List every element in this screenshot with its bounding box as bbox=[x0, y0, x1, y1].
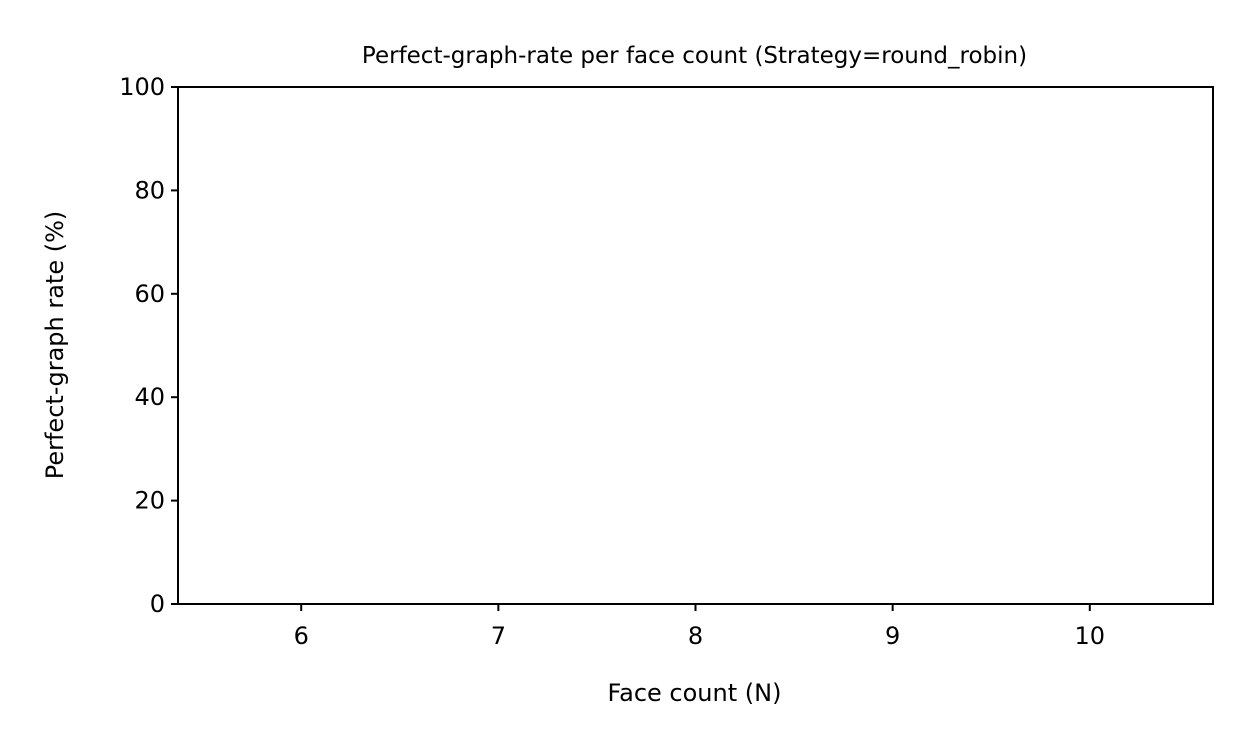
y-tick-label: 40 bbox=[134, 383, 165, 411]
x-axis-label: Face count (N) bbox=[608, 679, 782, 707]
chart-title: Perfect-graph-rate per face count (Strat… bbox=[362, 43, 1027, 69]
y-tick-label: 60 bbox=[134, 280, 165, 308]
y-axis-ticks: 0 20 40 60 80 100 bbox=[119, 73, 178, 618]
x-tick-label: 6 bbox=[294, 622, 309, 650]
y-tick-label: 100 bbox=[119, 73, 165, 101]
x-tick-label: 9 bbox=[885, 622, 900, 650]
x-tick-label: 8 bbox=[688, 622, 703, 650]
y-tick-label: 20 bbox=[134, 487, 165, 515]
y-tick-label: 0 bbox=[150, 590, 165, 618]
y-axis-label: Perfect-graph rate (%) bbox=[41, 211, 69, 480]
x-tick-label: 7 bbox=[491, 622, 506, 650]
x-axis-ticks: 6 7 8 9 10 bbox=[294, 604, 1105, 650]
x-tick-label: 10 bbox=[1075, 622, 1106, 650]
y-tick-label: 80 bbox=[134, 176, 165, 204]
